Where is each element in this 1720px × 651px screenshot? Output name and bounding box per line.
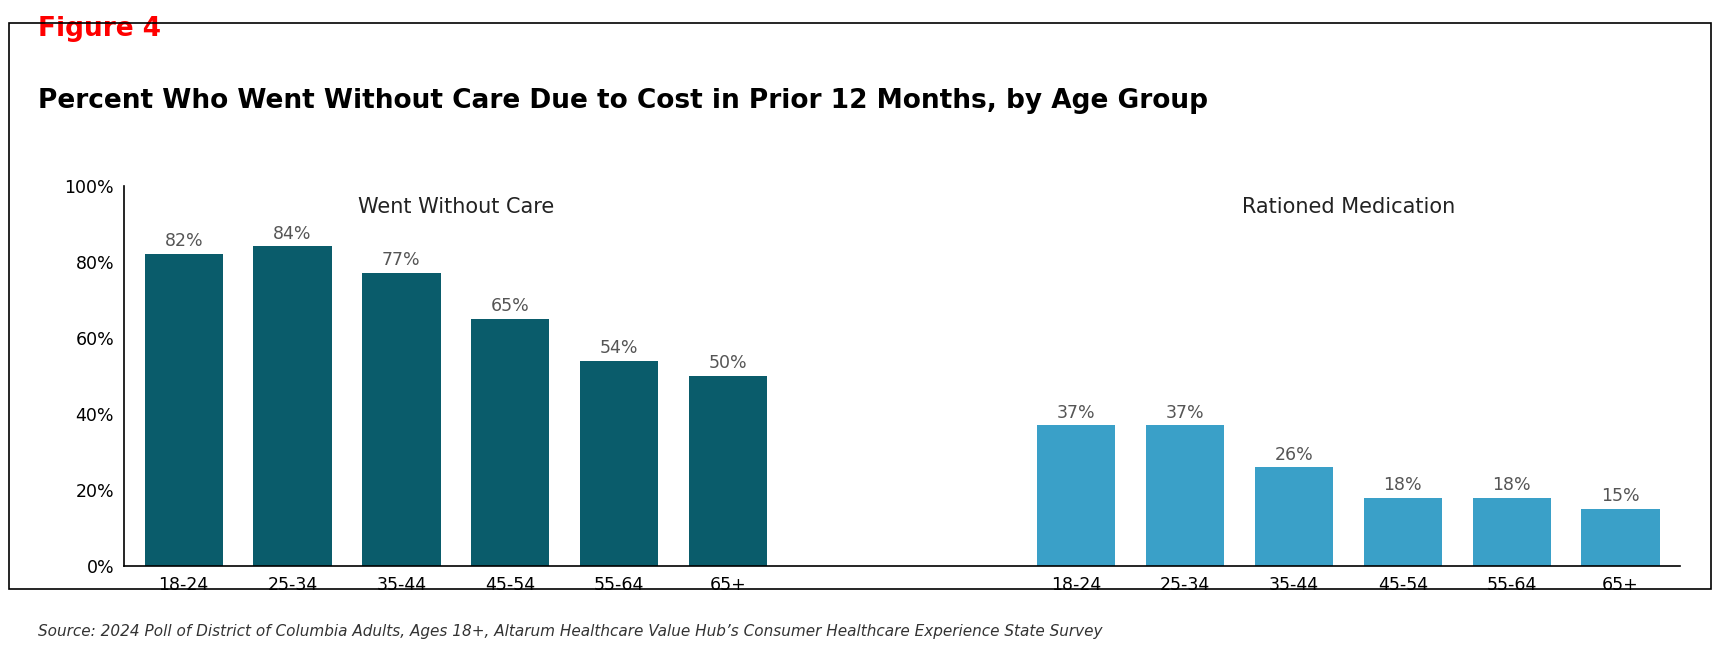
Bar <box>1581 509 1660 566</box>
Bar <box>688 376 767 566</box>
Text: 82%: 82% <box>165 232 203 250</box>
Text: 18%: 18% <box>1493 476 1531 494</box>
Text: Percent Who Went Without Care Due to Cost in Prior 12 Months, by Age Group: Percent Who Went Without Care Due to Cos… <box>38 88 1207 114</box>
Bar <box>1256 467 1333 566</box>
Text: 84%: 84% <box>273 225 311 243</box>
Text: 15%: 15% <box>1601 488 1639 505</box>
Text: 50%: 50% <box>709 354 746 372</box>
Bar <box>144 254 224 566</box>
Text: Went Without Care: Went Without Care <box>358 197 554 217</box>
Text: Figure 4: Figure 4 <box>38 16 162 42</box>
Text: 37%: 37% <box>1058 404 1096 422</box>
Text: Rationed Medication: Rationed Medication <box>1242 197 1455 217</box>
Text: 26%: 26% <box>1275 445 1314 464</box>
Text: Source: 2024 Poll of District of Columbia Adults, Ages 18+, Altarum Healthcare V: Source: 2024 Poll of District of Columbi… <box>38 624 1103 639</box>
Bar <box>580 361 659 566</box>
Text: 65%: 65% <box>490 297 530 315</box>
Bar <box>1146 426 1225 566</box>
Bar <box>1472 498 1551 566</box>
Bar <box>1364 498 1441 566</box>
Text: 54%: 54% <box>600 339 638 357</box>
Bar <box>471 319 549 566</box>
Bar <box>1037 426 1116 566</box>
Text: 77%: 77% <box>382 251 421 270</box>
Text: 37%: 37% <box>1166 404 1204 422</box>
Text: 18%: 18% <box>1383 476 1422 494</box>
Bar <box>253 247 332 566</box>
Bar <box>363 273 440 566</box>
